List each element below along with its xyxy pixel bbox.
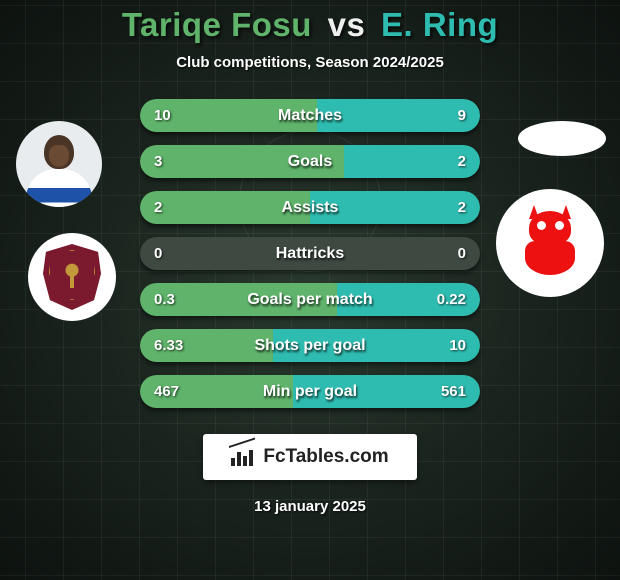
stat-value-left: 467 — [154, 383, 179, 400]
stat-row: 0 0 Hattricks — [140, 237, 480, 270]
stat-value-right: 10 — [449, 337, 466, 354]
stat-label: Matches — [278, 107, 342, 125]
stat-value-left: 0 — [154, 245, 162, 262]
player1-name: Tariqe Fosu — [122, 6, 312, 43]
date-text: 13 january 2025 — [254, 498, 366, 515]
stat-label: Min per goal — [263, 383, 357, 401]
player2-name: E. Ring — [381, 6, 498, 43]
stat-value-left: 0.3 — [154, 291, 175, 308]
stat-label: Goals — [288, 153, 332, 171]
player1-avatar — [16, 121, 102, 207]
stat-label: Goals per match — [247, 291, 372, 309]
content: Tariqe Fosu vs E. Ring Club competitions… — [0, 0, 620, 580]
vs-text: vs — [328, 6, 366, 43]
stat-value-left: 6.33 — [154, 337, 183, 354]
stat-value-right: 9 — [458, 107, 466, 124]
stat-value-right: 0 — [458, 245, 466, 262]
stat-label: Assists — [282, 199, 339, 217]
stat-value-left: 10 — [154, 107, 171, 124]
stat-row: 3 2 Goals — [140, 145, 480, 178]
player2-club-crest — [496, 189, 604, 297]
stats-list: 10 9 Matches 3 2 Goals 2 2 Assists 0 0 Hattricks 0.3… — [140, 99, 480, 408]
stat-row: 0.3 0.22 Goals per match — [140, 283, 480, 316]
stat-value-right: 2 — [458, 153, 466, 170]
stat-value-right: 561 — [441, 383, 466, 400]
stat-value-left: 2 — [154, 199, 162, 216]
stat-row: 6.33 10 Shots per goal — [140, 329, 480, 362]
branding-text: FcTables.com — [263, 446, 388, 468]
stat-value-left: 3 — [154, 153, 162, 170]
player1-club-crest — [28, 233, 116, 321]
subtitle: Club competitions, Season 2024/2025 — [176, 54, 444, 71]
player2-avatar — [518, 121, 606, 156]
stat-row: 2 2 Assists — [140, 191, 480, 224]
branding-badge: FcTables.com — [203, 434, 416, 480]
stat-value-right: 2 — [458, 199, 466, 216]
stat-label: Hattricks — [276, 245, 344, 263]
stat-value-right: 0.22 — [437, 291, 466, 308]
chart-icon — [231, 448, 253, 466]
stat-label: Shots per goal — [254, 337, 365, 355]
comparison-title: Tariqe Fosu vs E. Ring — [122, 6, 498, 44]
stat-row: 467 561 Min per goal — [140, 375, 480, 408]
stat-row: 10 9 Matches — [140, 99, 480, 132]
